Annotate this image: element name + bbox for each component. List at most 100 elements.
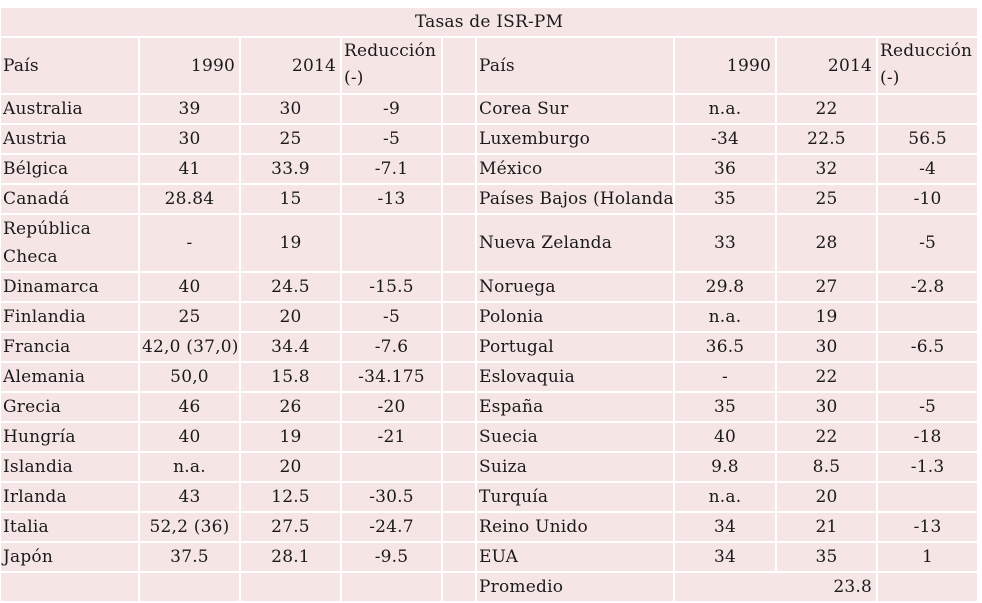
cell-left-pais: Hungría (1, 423, 140, 453)
spacer-cell (443, 453, 477, 483)
cell-right-reduccion: 56.5 (878, 125, 980, 155)
cell-right-reduccion: -1.3 (878, 453, 980, 483)
cell-left-1990: 30 (140, 125, 241, 155)
spacer-cell (443, 423, 477, 453)
cell-left-1990: 37.5 (140, 543, 241, 573)
cell-left-1990: n.a. (140, 453, 241, 483)
cell-right-pais: Reino Unido (477, 513, 675, 543)
empty-cell (342, 573, 443, 603)
cell-left-1990: 50,0 (140, 363, 241, 393)
cell-right-reduccion (878, 303, 980, 333)
empty-cell (1, 573, 140, 603)
cell-left-pais: Bélgica (1, 155, 140, 185)
cell-right-pais: EUA (477, 543, 675, 573)
cell-left-2014: 26 (241, 393, 342, 423)
cell-right-reduccion: 1 (878, 543, 980, 573)
cell-left-1990: 40 (140, 423, 241, 453)
promedio-value: 23.8 (675, 573, 878, 603)
cell-right-pais: Suecia (477, 423, 675, 453)
cell-left-2014: 33.9 (241, 155, 342, 185)
header-1990-right: 1990 (675, 38, 777, 95)
cell-right-2014: 30 (777, 333, 878, 363)
spacer-cell (443, 38, 477, 95)
table-title-row: Tasas de ISR-PM (1, 8, 980, 38)
footer-row: Promedio 23.8 (1, 573, 980, 603)
cell-left-reduccion: -7.6 (342, 333, 443, 363)
cell-left-pais: Alemania (1, 363, 140, 393)
cell-right-1990: -34 (675, 125, 777, 155)
cell-left-pais: Austria (1, 125, 140, 155)
spacer-cell (443, 155, 477, 185)
cell-right-2014: 28 (777, 215, 878, 273)
cell-right-pais: Noruega (477, 273, 675, 303)
cell-left-2014: 20 (241, 453, 342, 483)
table-row: Finlandia 25 20 -5 Polonia n.a. 19 (1, 303, 980, 333)
cell-left-1990: 52,2 (36) (140, 513, 241, 543)
cell-left-2014: 19 (241, 423, 342, 453)
cell-right-reduccion: -5 (878, 215, 980, 273)
cell-left-1990: 28.84 (140, 185, 241, 215)
header-row: País 1990 2014 Reducción (-) País 1990 2… (1, 38, 980, 95)
spacer-cell (443, 215, 477, 273)
cell-right-2014: 22 (777, 363, 878, 393)
cell-left-1990: 43 (140, 483, 241, 513)
spacer-cell (443, 303, 477, 333)
cell-left-1990: 25 (140, 303, 241, 333)
cell-left-2014: 25 (241, 125, 342, 155)
isr-rates-table: Tasas de ISR-PM País 1990 2014 Reducción… (1, 8, 980, 603)
spacer-cell (443, 333, 477, 363)
spacer-cell (443, 95, 477, 125)
cell-right-2014: 25 (777, 185, 878, 215)
spacer-cell (443, 363, 477, 393)
cell-right-2014: 19 (777, 303, 878, 333)
cell-left-reduccion: -15.5 (342, 273, 443, 303)
cell-right-reduccion: -4 (878, 155, 980, 185)
spacer-cell (443, 125, 477, 155)
cell-right-2014: 22 (777, 95, 878, 125)
cell-right-1990: n.a. (675, 303, 777, 333)
cell-right-1990: n.a. (675, 483, 777, 513)
cell-right-pais: Polonia (477, 303, 675, 333)
cell-right-1990: 9.8 (675, 453, 777, 483)
cell-left-reduccion (342, 215, 443, 273)
cell-left-2014: 34.4 (241, 333, 342, 363)
table-row: Islandia n.a. 20 Suiza 9.8 8.5 -1.3 (1, 453, 980, 483)
table-row: Japón 37.5 28.1 -9.5 EUA 34 35 1 (1, 543, 980, 573)
header-reduccion-right: Reducción (-) (878, 38, 980, 95)
empty-cell (878, 573, 980, 603)
cell-right-pais: Nueva Zelanda (477, 215, 675, 273)
table-row: Australia 39 30 -9 Corea Sur n.a. 22 (1, 95, 980, 125)
cell-left-reduccion: -9.5 (342, 543, 443, 573)
cell-left-2014: 28.1 (241, 543, 342, 573)
cell-right-1990: 35 (675, 185, 777, 215)
cell-right-reduccion (878, 363, 980, 393)
table-title: Tasas de ISR-PM (1, 8, 980, 38)
cell-right-1990: n.a. (675, 95, 777, 125)
cell-right-pais: España (477, 393, 675, 423)
header-1990: 1990 (140, 38, 241, 95)
cell-right-reduccion: -10 (878, 185, 980, 215)
cell-left-2014: 20 (241, 303, 342, 333)
table-row: Alemania 50,0 15.8 -34.175 Eslovaquia -22 (1, 363, 980, 393)
cell-right-1990: 40 (675, 423, 777, 453)
cell-right-1990: 36.5 (675, 333, 777, 363)
cell-right-pais: Países Bajos (Holanda) (477, 185, 675, 215)
cell-left-1990: 41 (140, 155, 241, 185)
cell-left-pais: Grecia (1, 393, 140, 423)
cell-right-reduccion (878, 483, 980, 513)
spacer-cell (443, 513, 477, 543)
cell-left-pais: Dinamarca (1, 273, 140, 303)
cell-left-reduccion (342, 453, 443, 483)
promedio-label: Promedio (477, 573, 675, 603)
header-pais: País (1, 38, 140, 95)
cell-left-2014: 15.8 (241, 363, 342, 393)
empty-cell (241, 573, 342, 603)
cell-right-1990: 36 (675, 155, 777, 185)
cell-right-pais: Eslovaquia (477, 363, 675, 393)
cell-left-reduccion: -20 (342, 393, 443, 423)
table-row: Irlanda 43 12.5 -30.5 Turquía n.a. 20 (1, 483, 980, 513)
table-row: Grecia 46 26 -20 España 35 30 -5 (1, 393, 980, 423)
header-2014: 2014 (241, 38, 342, 95)
cell-right-pais: Turquía (477, 483, 675, 513)
empty-cell (140, 573, 241, 603)
